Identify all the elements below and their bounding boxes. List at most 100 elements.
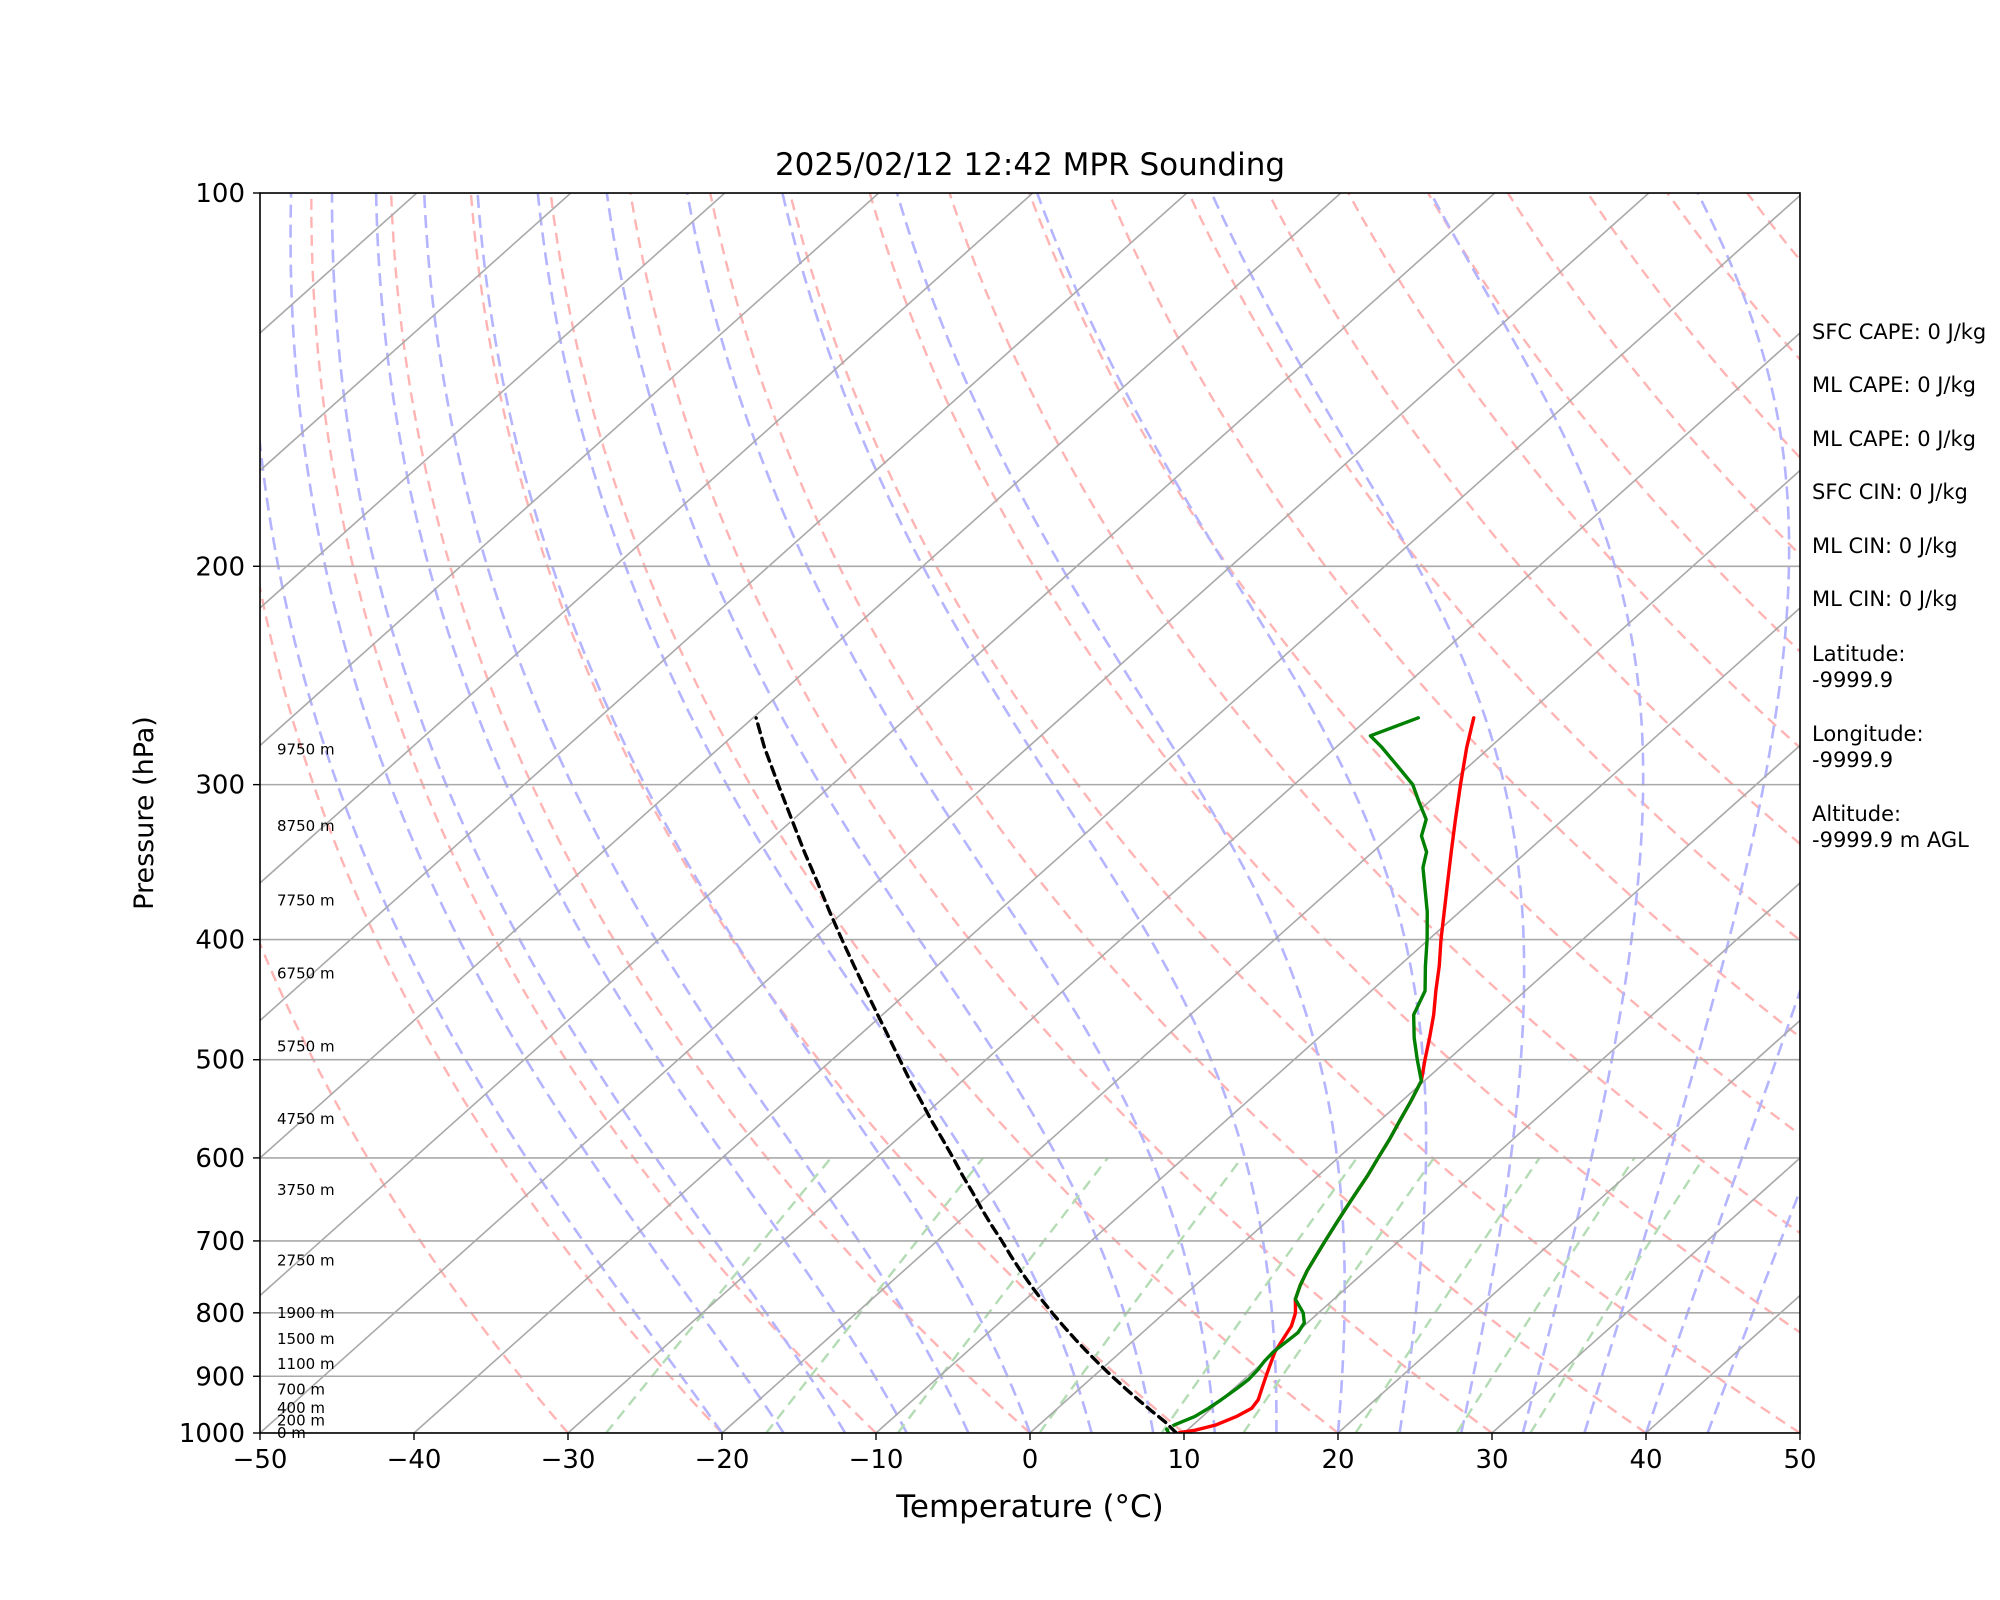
- moist-adiabat: [374, 193, 908, 1433]
- latitude-value: -9999.9: [1812, 668, 1894, 692]
- pressure-gridlines: [260, 193, 1800, 1433]
- dry-adiabat: [549, 193, 1339, 1433]
- y-tick-label: 1000: [179, 1419, 245, 1449]
- moist-adiabat: [476, 193, 1032, 1433]
- y-tick-label: 600: [195, 1144, 245, 1174]
- isotherm: [567, 331, 1800, 1433]
- x-tick-label: −30: [541, 1445, 596, 1475]
- y-tick-label: 700: [195, 1227, 245, 1257]
- moist-adiabat: [422, 193, 970, 1433]
- x-tick-label: 10: [1167, 1445, 1200, 1475]
- longitude-label: Longitude:: [1812, 722, 1924, 746]
- sfc-cin-text: SFC CIN: 0 J/kg: [1812, 480, 1968, 504]
- height-label: 1100 m: [277, 1355, 335, 1373]
- isotherm: [260, 193, 880, 747]
- height-label: 2750 m: [277, 1252, 335, 1270]
- chart-title: 2025/02/12 12:42 MPR Sounding: [775, 147, 1285, 183]
- moist-adiabat: [536, 193, 1093, 1433]
- y-tick-label: 500: [195, 1046, 245, 1076]
- isotherm: [260, 193, 1342, 1160]
- x-tick-label: 50: [1783, 1445, 1816, 1475]
- moist-adiabat: [895, 193, 1347, 1433]
- moist-adiabat: [685, 193, 1217, 1433]
- isotherm: [260, 193, 1650, 1433]
- height-label: 1500 m: [277, 1330, 335, 1348]
- dry-adiabat: [709, 193, 1647, 1433]
- isotherm: [1183, 881, 1800, 1433]
- isotherm: [260, 193, 1034, 885]
- altitude-info: Altitude: -9999.9 m AGL: [1812, 801, 1969, 853]
- dry-adiabat: [310, 193, 877, 1433]
- isotherm: [1337, 1019, 1800, 1433]
- isotherm: [260, 193, 572, 472]
- plot-frame: [259, 192, 1801, 1434]
- isotherm: [1491, 1156, 1800, 1433]
- height-label: 9750 m: [277, 740, 335, 758]
- mixing-ratio-line: [605, 1157, 832, 1433]
- x-tick-label: 20: [1321, 1445, 1354, 1475]
- dewpoint-profile: [1164, 716, 1429, 1433]
- altitude-label: Altitude:: [1812, 802, 1902, 826]
- mixing-ratio-line: [765, 1157, 985, 1433]
- x-axis-ticks: −50 −40 −30 −20 −10 0 10 20 30 40 50: [233, 1433, 1817, 1475]
- height-label: 700 m: [277, 1380, 325, 1398]
- moist-adiabat: [1035, 193, 1428, 1433]
- sfc-cape-text: SFC CAPE: 0 J/kg: [1812, 320, 1987, 344]
- background-lines: [260, 193, 2000, 1433]
- dry-adiabat: [1028, 193, 1800, 1137]
- isotherm: [260, 193, 1188, 1022]
- height-label: 7750 m: [277, 891, 335, 909]
- moist-adiabat: [605, 193, 1155, 1433]
- height-label: 4750 m: [277, 1110, 335, 1128]
- x-tick-label: 40: [1629, 1445, 1662, 1475]
- height-label: 6750 m: [277, 964, 335, 982]
- moist-adiabat: [1429, 193, 1645, 1433]
- x-tick-label: 0: [1022, 1445, 1039, 1475]
- isotherm: [721, 469, 1800, 1433]
- y-tick-label: 900: [195, 1362, 245, 1392]
- moist-adiabat: [781, 193, 1278, 1433]
- y-axis-label: Pressure (hPa): [129, 716, 160, 910]
- parcel-profile-underlay: [753, 715, 1179, 1433]
- mixing-ratio-line: [1529, 1157, 1705, 1433]
- dry-adiabat: [788, 193, 1800, 1433]
- dry-adiabat: [260, 582, 723, 1433]
- dry-adiabat: [1986, 193, 2000, 1433]
- x-tick-label: −50: [233, 1445, 288, 1475]
- dry-adiabat: [260, 940, 569, 1433]
- y-axis-ticks: 100 200 300 400 500 600 700 800 900 1000: [179, 179, 260, 1449]
- height-label: 400 m: [277, 1399, 325, 1417]
- y-tick-label: 300: [195, 771, 245, 801]
- moist-adiabat: [260, 431, 724, 1433]
- height-label: 8750 m: [277, 817, 335, 835]
- latitude-label: Latitude:: [1812, 642, 1906, 666]
- dry-adiabat: [1347, 193, 1800, 750]
- x-axis-label: Temperature (°C): [895, 1489, 1164, 1525]
- parcel-profile: [754, 716, 1178, 1433]
- ml-cape-text-2: ML CAPE: 0 J/kg: [1812, 427, 1977, 451]
- y-tick-label: 800: [195, 1299, 245, 1329]
- isotherm: [260, 193, 726, 610]
- dry-adiabat: [1107, 193, 1800, 1039]
- moist-adiabat: [1210, 193, 1526, 1433]
- isotherm: [413, 194, 1800, 1433]
- height-label: 200 m: [277, 1411, 325, 1429]
- y-tick-label: 400: [195, 926, 245, 956]
- y-tick-label: 200: [195, 552, 245, 582]
- dry-adiabat: [629, 193, 1493, 1433]
- dry-adiabat: [868, 193, 1800, 1334]
- x-tick-label: 30: [1475, 1445, 1508, 1475]
- isotherm: [875, 606, 1800, 1433]
- ml-cape-text: ML CAPE: 0 J/kg: [1812, 373, 1977, 397]
- dry-adiabat: [469, 193, 1185, 1433]
- moist-adiabat: [1644, 987, 1800, 1433]
- sounding-profiles: [753, 715, 1476, 1433]
- x-tick-label: −10: [849, 1445, 904, 1475]
- latitude-info: Latitude: -9999.9: [1812, 641, 1906, 693]
- ml-cin-text-2: ML CIN: 0 J/kg: [1812, 587, 1958, 611]
- isotherm: [1029, 744, 1800, 1433]
- height-label: 3750 m: [277, 1181, 335, 1199]
- longitude-info: Longitude: -9999.9: [1812, 721, 1924, 773]
